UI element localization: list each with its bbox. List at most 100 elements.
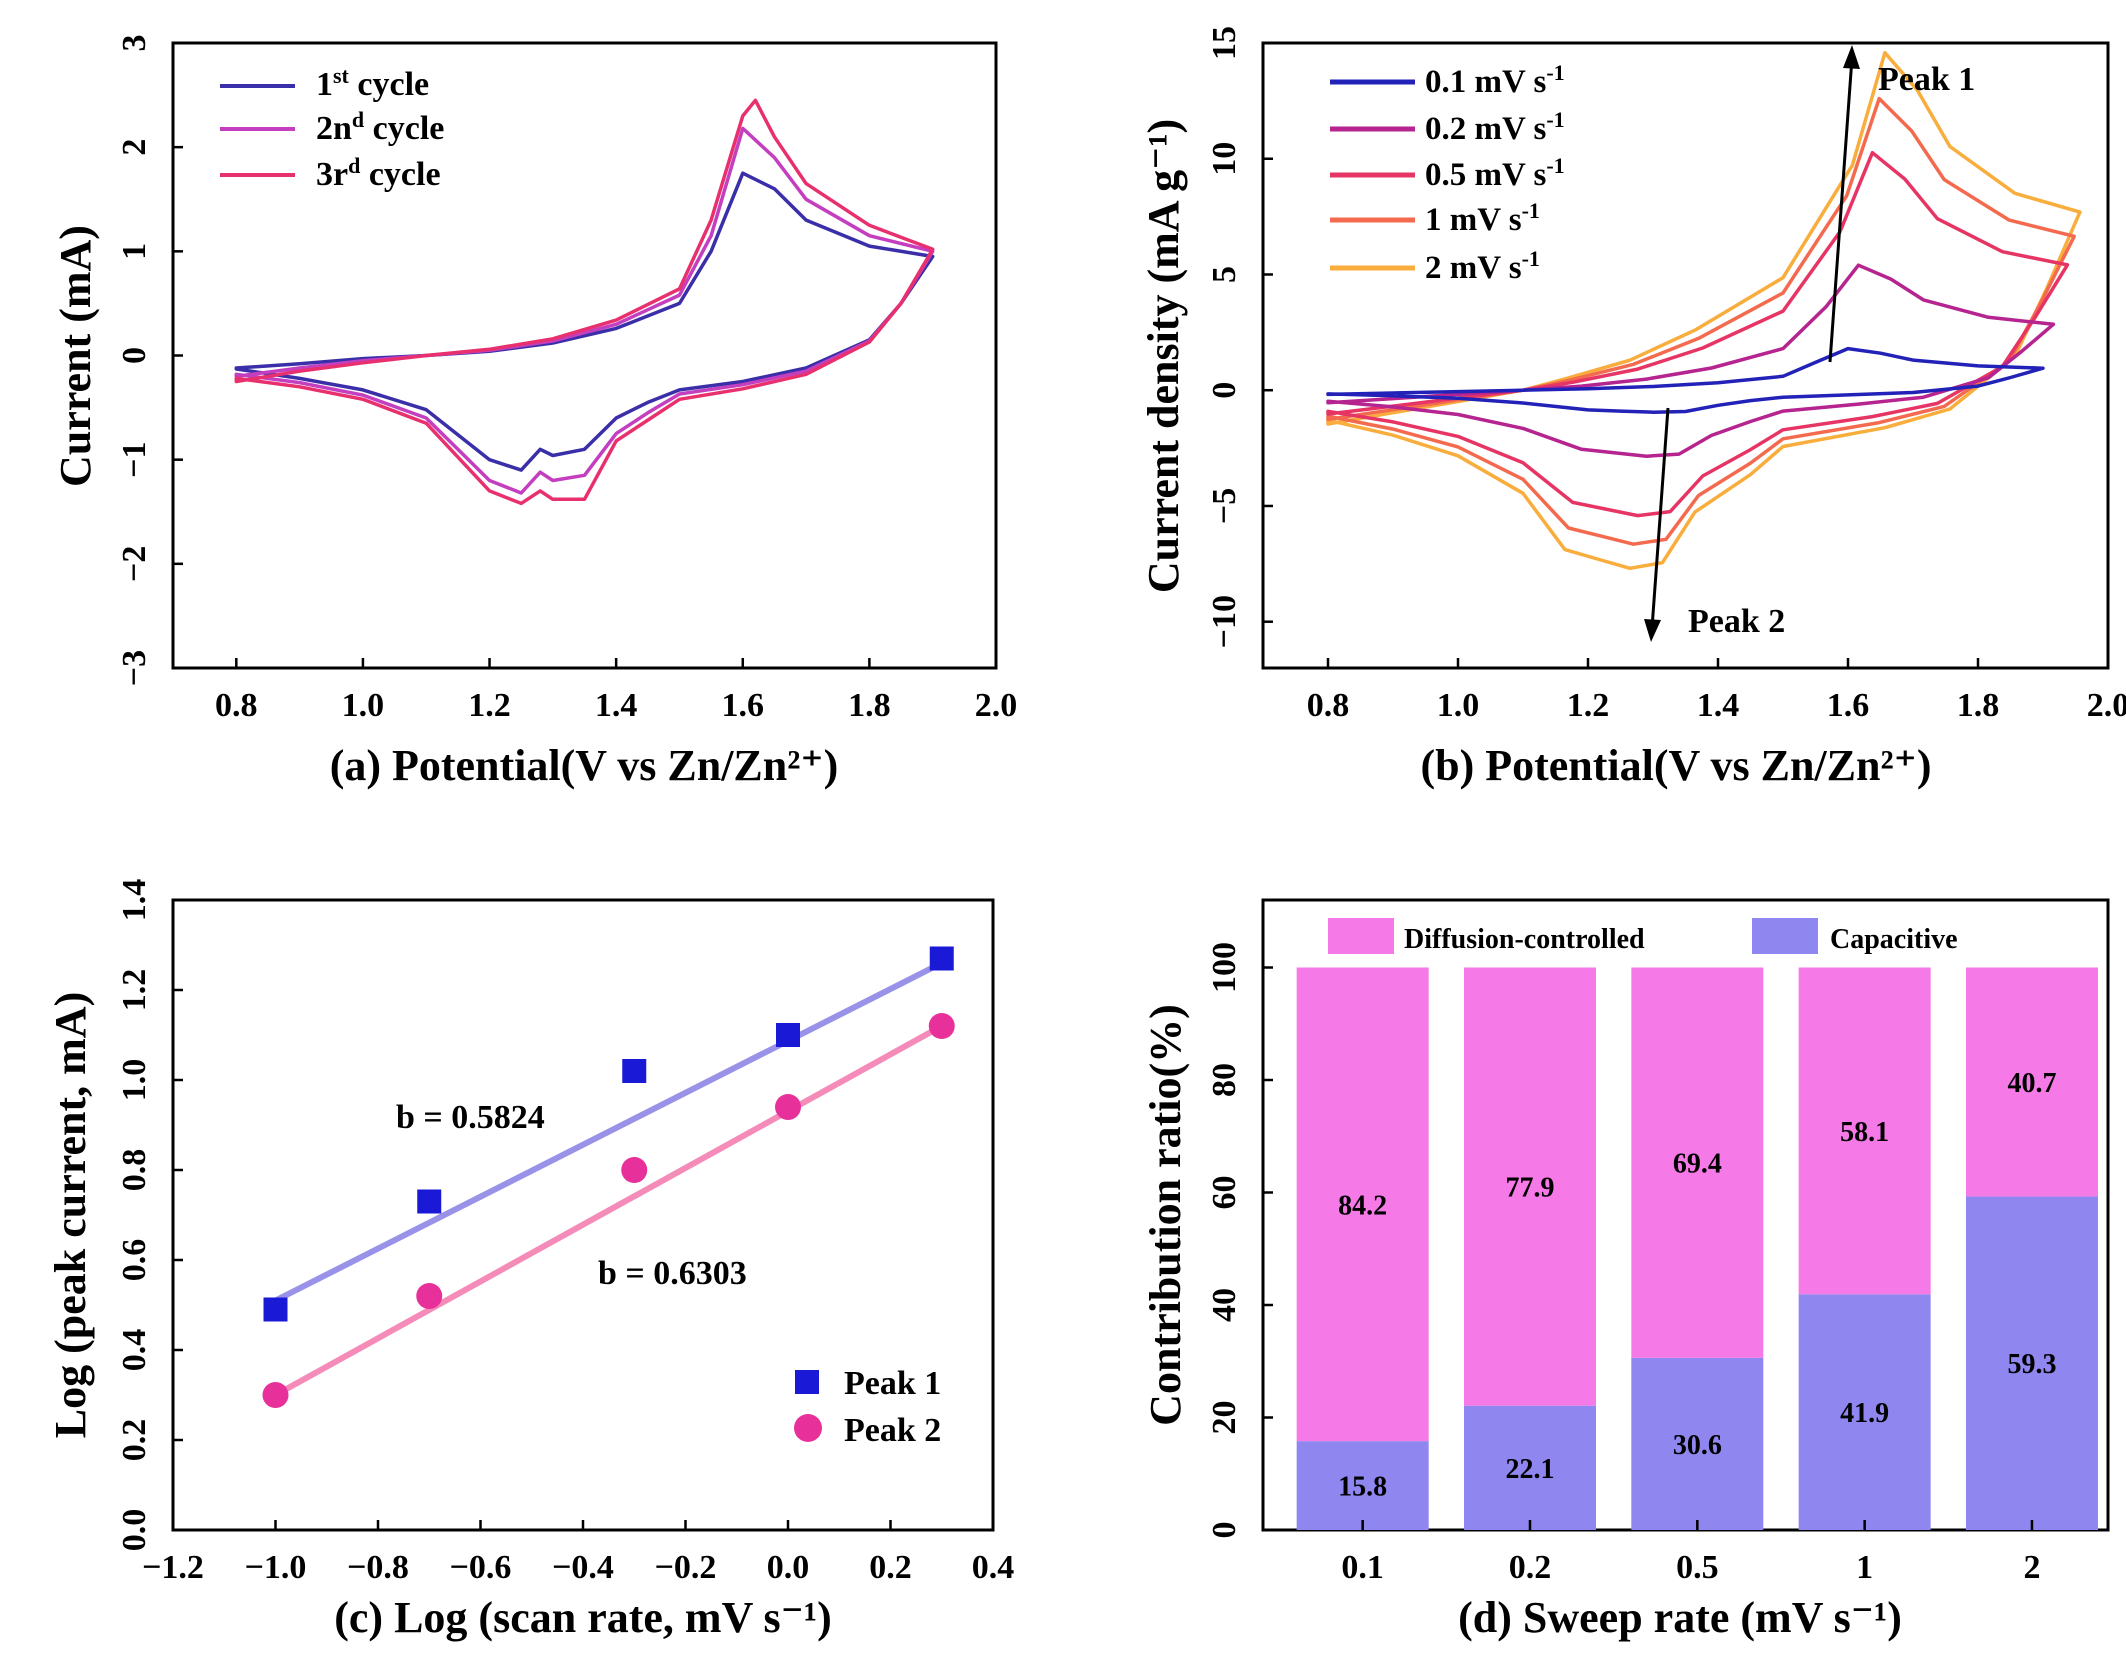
x-axis-label: (d) Sweep rate (mV s⁻¹) — [1458, 1593, 1902, 1642]
peak-1-point — [929, 946, 954, 971]
bar-diffusion — [1296, 967, 1429, 1442]
y-tick-label: 1 — [116, 243, 153, 260]
x-tick-label: −0.6 — [450, 1549, 512, 1586]
y-tick-label: 0.2 — [116, 1419, 153, 1462]
fit-line-peak-1 — [274, 960, 944, 1304]
y-tick-label: 2 — [116, 139, 153, 156]
peak-1-point — [417, 1189, 442, 1214]
y-tick-label: 1.4 — [116, 879, 153, 922]
y-tick-label: 80 — [1206, 1063, 1243, 1097]
x-tick-label: 1.2 — [468, 687, 511, 724]
x-tick-label: 0.2 — [869, 1549, 912, 1586]
x-tick-label: 2.0 — [975, 687, 1018, 724]
legend-swatch-diffusion — [1328, 918, 1394, 954]
ticks: 0.8 1.0 1.2 1.4 1.6 1.8 2.0 −3 −2 −1 0 1 2 3 — [116, 35, 1017, 725]
y-tick-label: 0.6 — [116, 1239, 153, 1282]
peak-1-point — [776, 1023, 800, 1047]
y-tick-label: 15 — [1206, 26, 1243, 60]
ticks: 0.8 1.0 1.2 1.4 1.6 1.8 2.0 −10 −5 0 5 10 15 — [1206, 26, 2126, 724]
y-axis-label: Current (mA) — [51, 225, 100, 487]
peak-1-arrow — [1828, 57, 1854, 363]
peak-2-arrow — [1650, 407, 1670, 629]
peak-1-point — [263, 1297, 288, 1322]
bar-label-diffusion: 77.9 — [1505, 1173, 1554, 1204]
x-tick-label: 0.0 — [767, 1549, 810, 1586]
bar-capacitive — [1296, 1441, 1429, 1530]
legend-marker-peak-2 — [794, 1414, 822, 1442]
bar-label-diffusion: 69.4 — [1673, 1149, 1722, 1180]
fit-label-peak-1: b = 0.5824 — [396, 1099, 545, 1136]
peak-arrows: Peak 1 Peak 2 — [1644, 45, 1975, 642]
peak-1-arrowhead — [1843, 45, 1860, 69]
legend-label-3rd: 3rd cycle — [316, 153, 441, 194]
peak-2-point — [928, 1013, 955, 1039]
x-tick-label: 0.8 — [1307, 687, 1350, 724]
peak-2-point — [416, 1283, 443, 1309]
bar-diffusion — [1798, 967, 1931, 1295]
plot-frame — [1261, 41, 2110, 670]
legend-label-1: 1 mV s-1 — [1425, 198, 1540, 239]
y-axis-label: Contribution ratio(%) — [1141, 1004, 1190, 1426]
y-tick-label: −1 — [116, 441, 153, 477]
legend: 1st cycle 2nd cycle 3rd cycle — [220, 63, 444, 194]
y-tick-label: −5 — [1206, 488, 1243, 524]
x-tick-label: 2 — [2023, 1549, 2040, 1586]
peak-2-point — [621, 1157, 648, 1183]
cv-curve-3 — [1326, 150, 2070, 518]
y-tick-label: −2 — [116, 546, 153, 582]
y-tick-label: 40 — [1206, 1288, 1243, 1322]
x-tick-label: 1.2 — [1567, 687, 1610, 724]
legend-label-0.2: 0.2 mV s-1 — [1425, 107, 1565, 148]
x-tick-label: −1.0 — [245, 1549, 307, 1586]
marks — [262, 946, 955, 1408]
x-tick-label: 1.8 — [848, 687, 891, 724]
y-tick-label: 0 — [1206, 382, 1243, 399]
x-tick-label: −0.2 — [655, 1549, 717, 1586]
panel-b: 0.8 1.0 1.2 1.4 1.6 1.8 2.0 −10 −5 0 5 10 15 0.1 mV … — [1139, 26, 2126, 790]
x-tick-label: 0.4 — [972, 1549, 1015, 1586]
y-tick-label: 10 — [1206, 142, 1243, 176]
x-tick-label: 2.0 — [2087, 687, 2126, 724]
y-tick-label: 0 — [116, 347, 153, 364]
bar-label-capacitive: 30.6 — [1673, 1430, 1722, 1461]
bar-diffusion — [1965, 967, 2098, 1197]
peak-2-arrowhead — [1644, 619, 1661, 642]
y-tick-label: 20 — [1206, 1401, 1243, 1435]
legend-label-peak-1: Peak 1 — [844, 1365, 941, 1402]
x-tick-label: −0.8 — [347, 1549, 409, 1586]
x-tick-label: −1.2 — [142, 1549, 204, 1586]
ticks: 0 20 40 60 80 100 — [1206, 942, 1273, 1539]
y-tick-label: 0 — [1206, 1522, 1243, 1539]
legend-label-0.5: 0.5 mV s-1 — [1425, 153, 1565, 194]
bar-label-capacitive: 22.1 — [1505, 1454, 1554, 1485]
x-tick-label: 0.8 — [215, 687, 258, 724]
fit-label-peak-2: b = 0.6303 — [598, 1255, 747, 1292]
x-tick-label: 1.4 — [595, 687, 638, 724]
x-tick-label: −0.4 — [552, 1549, 614, 1586]
y-tick-label: 0.0 — [116, 1509, 153, 1552]
panel-c: −1.2 −1.0 −0.8 −0.6 −0.4 −0.2 0.0 0.2 0.4 0.0 0.2 0… — [46, 879, 1014, 1642]
bar-capacitive — [1965, 1196, 2098, 1530]
y-tick-label: 100 — [1206, 942, 1243, 993]
cv-curve-2 — [1326, 263, 2056, 458]
peak-1-label: Peak 1 — [1878, 61, 1975, 98]
y-axis-label: Log (peak current, mA) — [46, 992, 95, 1438]
legend-label-0.1: 0.1 mV s-1 — [1425, 60, 1565, 101]
legend-label-diffusion: Diffusion-controlled — [1404, 924, 1645, 955]
y-tick-label: 5 — [1206, 266, 1243, 283]
bar-label-capacitive: 15.8 — [1338, 1472, 1387, 1503]
bar-capacitive — [1798, 1294, 1931, 1530]
bars: 15.8 84.2 0.1 22.1 77.9 0.2 30.6 69.4 0.5 41.9 58.… — [1296, 967, 2098, 1586]
y-tick-label: 0.4 — [116, 1329, 153, 1372]
panel-d: 0 20 40 60 80 100 15.8 84.2 0.1 22.1 77.9 0.2 30.6 6… — [1141, 898, 2110, 1642]
bar-label-capacitive: 41.9 — [1840, 1398, 1889, 1429]
x-tick-label: 1 — [1856, 1549, 1873, 1586]
x-tick-label: 1.4 — [1697, 687, 1740, 724]
x-tick-label: 1.6 — [722, 687, 765, 724]
bar-capacitive — [1631, 1357, 1764, 1530]
x-tick-label: 1.8 — [1957, 687, 2000, 724]
y-axis-label: Current density (mA g⁻¹) — [1139, 119, 1188, 593]
legend-label-2: 2 mV s-1 — [1425, 246, 1540, 287]
x-axis-label: (b) Potential(V vs Zn/Zn²⁺) — [1420, 741, 1931, 790]
